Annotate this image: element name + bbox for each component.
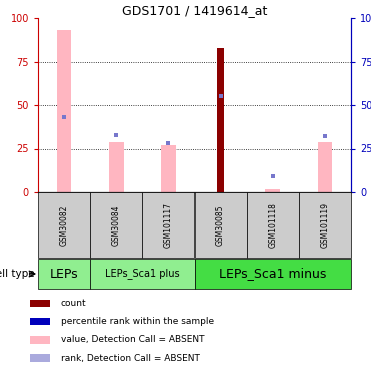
Text: GSM101118: GSM101118 <box>268 202 277 248</box>
Text: rank, Detection Call = ABSENT: rank, Detection Call = ABSENT <box>60 354 200 363</box>
Bar <box>90 192 142 258</box>
Bar <box>90 259 194 290</box>
Bar <box>30 336 50 344</box>
Text: LEPs_Sca1 minus: LEPs_Sca1 minus <box>219 267 326 280</box>
Title: GDS1701 / 1419614_at: GDS1701 / 1419614_at <box>122 4 267 17</box>
Bar <box>142 192 194 258</box>
Bar <box>217 48 224 192</box>
Bar <box>30 318 50 326</box>
Text: value, Detection Call = ABSENT: value, Detection Call = ABSENT <box>60 336 204 345</box>
Bar <box>299 192 351 258</box>
Text: cell type: cell type <box>0 269 34 279</box>
Bar <box>57 30 71 192</box>
Bar <box>194 192 247 258</box>
Text: GSM101117: GSM101117 <box>164 202 173 248</box>
Text: GSM30082: GSM30082 <box>60 204 69 246</box>
Text: count: count <box>60 299 86 308</box>
Bar <box>161 145 176 192</box>
Text: GSM30085: GSM30085 <box>216 204 225 246</box>
Bar <box>38 192 90 258</box>
Bar <box>194 259 351 290</box>
Text: GSM101119: GSM101119 <box>321 202 329 248</box>
Bar <box>109 141 124 192</box>
Text: LEPs_Sca1 plus: LEPs_Sca1 plus <box>105 268 180 279</box>
Bar <box>38 259 90 290</box>
Bar <box>30 300 50 307</box>
Text: percentile rank within the sample: percentile rank within the sample <box>60 317 214 326</box>
Bar <box>265 189 280 192</box>
Bar <box>318 141 332 192</box>
Text: GSM30084: GSM30084 <box>112 204 121 246</box>
Text: LEPs: LEPs <box>50 267 78 280</box>
Bar <box>247 192 299 258</box>
Bar <box>30 354 50 362</box>
